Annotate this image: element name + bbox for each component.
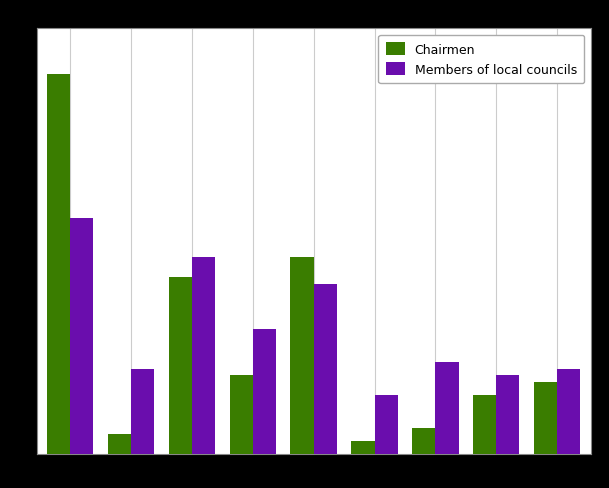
Bar bbox=[314, 284, 337, 454]
Bar bbox=[192, 258, 215, 454]
Bar bbox=[534, 382, 557, 454]
Legend: Chairmen, Members of local councils: Chairmen, Members of local councils bbox=[378, 36, 585, 84]
Bar bbox=[351, 441, 375, 454]
Bar bbox=[290, 258, 314, 454]
Bar bbox=[375, 395, 398, 454]
Bar bbox=[169, 278, 192, 454]
Bar bbox=[435, 363, 459, 454]
Bar bbox=[70, 219, 93, 454]
Bar bbox=[253, 330, 276, 454]
Bar bbox=[47, 75, 70, 454]
Bar bbox=[230, 375, 253, 454]
Bar bbox=[108, 434, 131, 454]
Bar bbox=[412, 427, 435, 454]
Bar bbox=[557, 369, 580, 454]
Bar bbox=[496, 375, 519, 454]
Bar bbox=[131, 369, 154, 454]
Bar bbox=[473, 395, 496, 454]
